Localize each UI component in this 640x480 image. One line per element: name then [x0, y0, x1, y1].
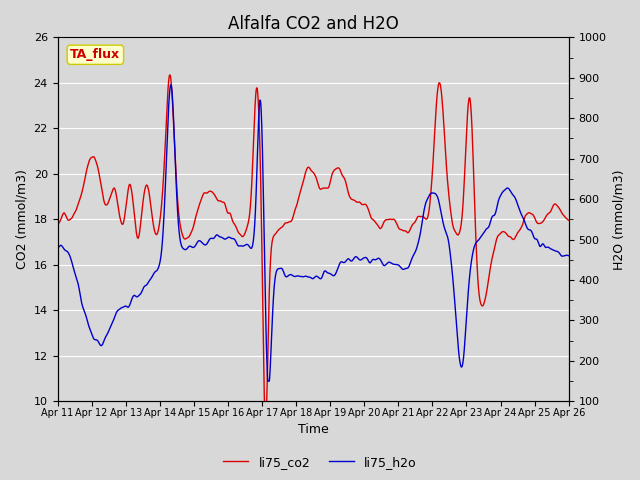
li75_h2o	[225, 234, 232, 240]
li75_co2	[155, 225, 163, 231]
Y-axis label: H2O (mmol/m3): H2O (mmol/m3)	[612, 169, 625, 270]
li75_co2	[262, 422, 269, 428]
li75_co2	[225, 210, 232, 216]
li75_h2o	[155, 264, 163, 270]
Text: TA_flux: TA_flux	[70, 48, 120, 61]
Y-axis label: CO2 (mmol/m3): CO2 (mmol/m3)	[15, 169, 28, 269]
li75_h2o	[505, 186, 513, 192]
li75_co2	[460, 192, 467, 198]
li75_co2	[54, 222, 61, 228]
li75_h2o	[565, 253, 573, 259]
Line: li75_h2o: li75_h2o	[58, 85, 569, 381]
li75_co2	[166, 72, 173, 78]
li75_h2o	[460, 354, 467, 360]
li75_h2o	[168, 84, 175, 90]
li75_co2	[168, 84, 175, 90]
li75_co2	[505, 233, 513, 239]
Legend: li75_co2, li75_h2o: li75_co2, li75_h2o	[218, 451, 422, 474]
li75_h2o	[393, 262, 401, 267]
li75_co2	[565, 217, 573, 223]
X-axis label: Time: Time	[298, 423, 328, 436]
li75_h2o	[167, 82, 175, 88]
li75_h2o	[54, 245, 61, 251]
Line: li75_co2: li75_co2	[58, 75, 569, 425]
Title: Alfalfa CO2 and H2O: Alfalfa CO2 and H2O	[228, 15, 399, 33]
li75_h2o	[264, 378, 271, 384]
li75_co2	[393, 221, 401, 227]
